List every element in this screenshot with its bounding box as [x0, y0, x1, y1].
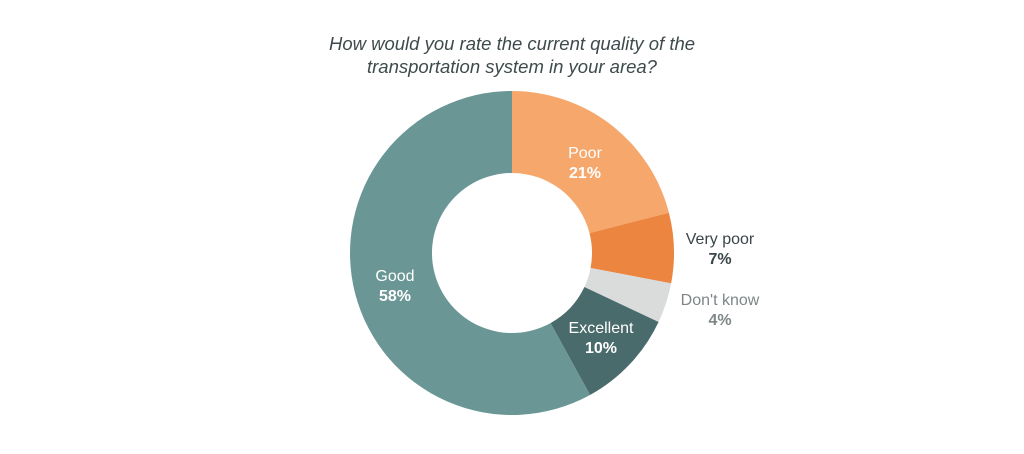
slice-label-very-poor: Very poor [686, 231, 755, 248]
slice-good [349, 91, 591, 415]
slice-label-good: Good [375, 268, 414, 285]
slice-don-t-know [584, 267, 672, 322]
slice-label-excellent: Excellent [569, 320, 634, 337]
slice-value-don-t-know: 4% [708, 312, 731, 329]
slice-value-very-poor: 7% [708, 251, 731, 268]
slice-value-good: 58% [379, 288, 411, 305]
slice-value-poor: 21% [569, 165, 601, 182]
chart-title: How would you rate the current quality o… [212, 32, 812, 78]
donut-labels: Poor 21% Very poor 7% Don't know 4% Excellent 1… [375, 145, 759, 357]
slice-label-don-t-know: Don't know [681, 292, 760, 309]
slice-very-poor [589, 212, 675, 284]
slice-value-excellent: 10% [585, 340, 617, 357]
slice-excellent [550, 287, 659, 395]
chart-title-line-2: transportation system in your area? [367, 56, 657, 77]
slice-label-poor: Poor [568, 145, 602, 162]
slice-poor [512, 91, 669, 234]
donut-slices [349, 91, 675, 415]
chart-title-line-1: How would you rate the current quality o… [328, 33, 696, 54]
